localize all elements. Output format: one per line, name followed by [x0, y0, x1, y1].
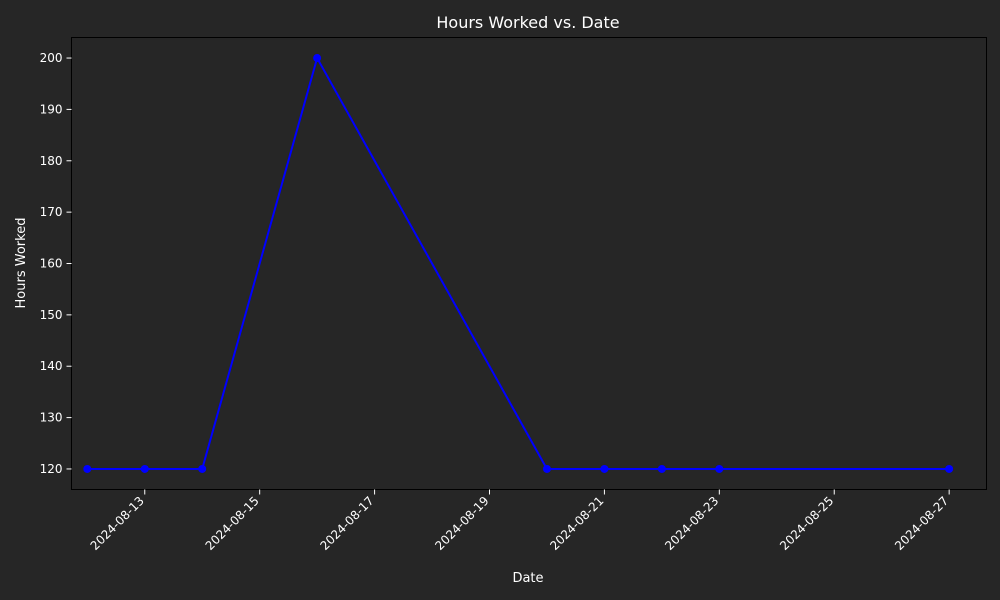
- x-tick-label: 2024-08-21: [547, 494, 606, 553]
- x-tick-label: 2024-08-23: [662, 494, 721, 553]
- y-tick-label: 190: [40, 102, 63, 116]
- y-tick-label: 130: [40, 411, 63, 425]
- y-tick-label: 160: [40, 257, 63, 271]
- x-axis-label: Date: [512, 571, 543, 586]
- plot-area: [71, 37, 987, 490]
- x-tick-label: 2024-08-27: [892, 494, 951, 553]
- x-tick-label: 2024-08-13: [88, 494, 147, 553]
- x-tick-label: 2024-08-25: [777, 494, 836, 553]
- y-tick-label: 200: [40, 51, 63, 65]
- data-point: [542, 464, 551, 473]
- x-axis: 2024-08-13 2024-08-15 2024-08-17 2024-08-19…: [88, 489, 951, 553]
- data-point: [600, 464, 609, 473]
- y-tick-label: 170: [40, 205, 63, 219]
- y-tick-label: 140: [40, 359, 63, 373]
- y-tick-label: 180: [40, 154, 63, 168]
- data-point: [657, 464, 666, 473]
- data-point: [715, 464, 724, 473]
- y-tick-label: 150: [40, 308, 63, 322]
- x-tick-label: 2024-08-19: [432, 494, 491, 553]
- data-point: [83, 464, 92, 473]
- y-axis-label: Hours Worked: [14, 218, 29, 309]
- series-line: [87, 55, 950, 470]
- y-axis: 120 130 140 150 160 170 180 190 200: [40, 51, 72, 476]
- data-point: [313, 54, 322, 63]
- x-tick-label: 2024-08-17: [317, 494, 376, 553]
- chart-title: Hours Worked vs. Date: [436, 13, 619, 32]
- y-tick-label: 120: [40, 462, 63, 476]
- x-tick-label: 2024-08-15: [203, 494, 262, 553]
- data-point: [140, 464, 149, 473]
- series-markers: [83, 54, 954, 473]
- data-point: [198, 464, 207, 473]
- data-point: [945, 464, 954, 473]
